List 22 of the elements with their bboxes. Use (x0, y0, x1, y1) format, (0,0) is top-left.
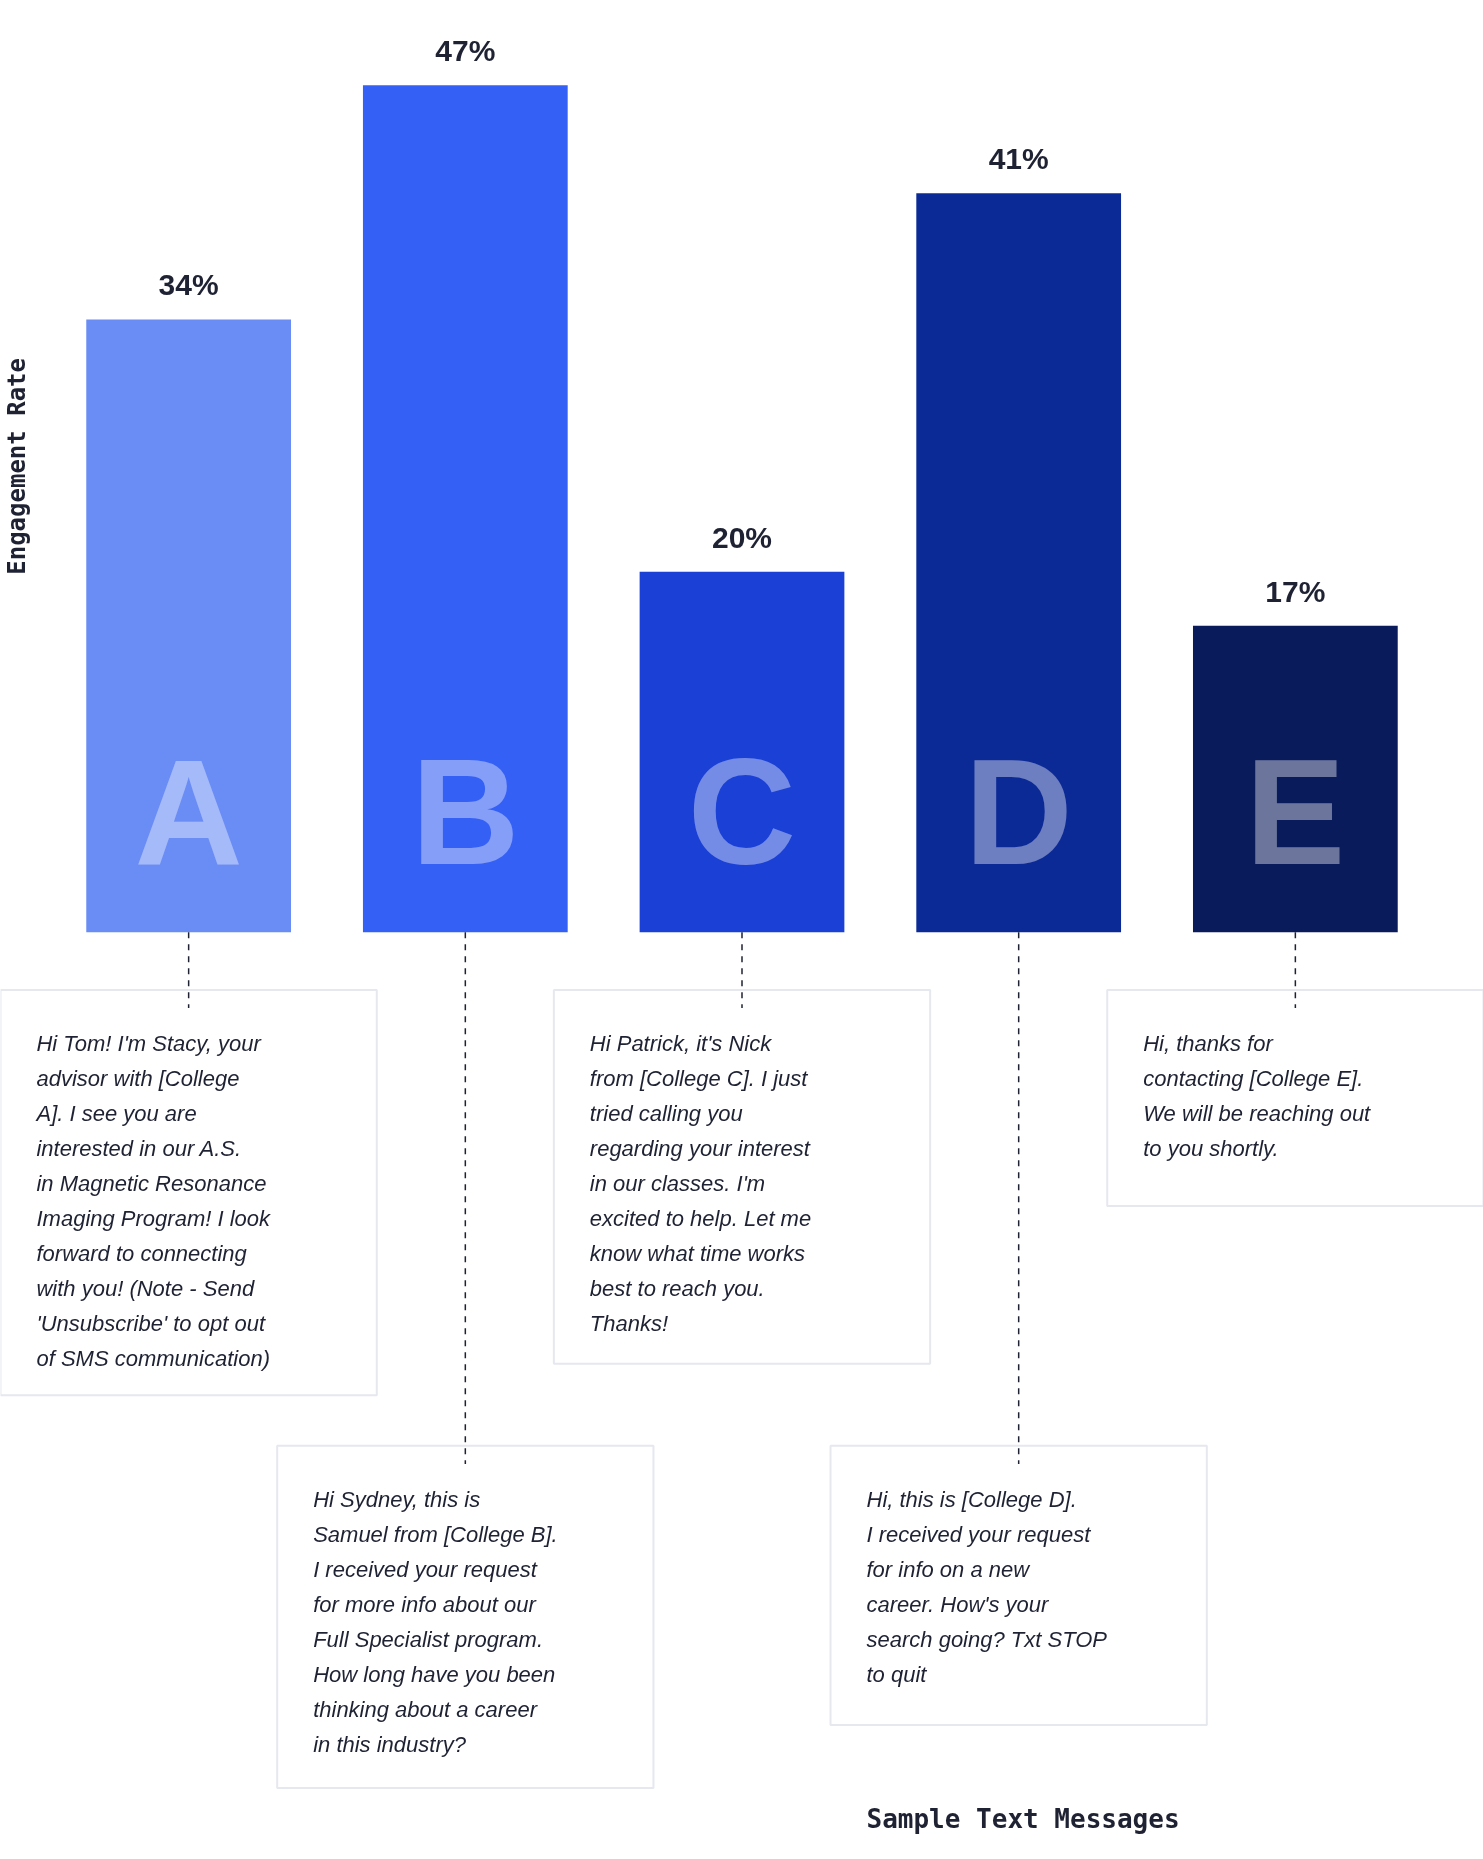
y-axis-title: Engagement Rate (3, 357, 32, 575)
x-tick-label: B (411, 728, 520, 897)
x-tick-label: C (687, 728, 797, 897)
text: Hi, thanks for contacting [College E]. We will be reaching out to you shortly. (1143, 1031, 1372, 1162)
text: Hi Patrick, it's Nick from [College C]. I just tried calling you regarding your interest in our classes. I'm excited to help. Let me know what time works best to reach you. Thanks! (589, 1031, 812, 1337)
bar (916, 193, 1122, 933)
bar (1192, 625, 1398, 933)
data-label: 17% (1265, 574, 1326, 608)
x-tick-label: A (134, 728, 243, 897)
x-tick-label: D (964, 728, 1073, 897)
bar (362, 85, 568, 933)
text: Sample Text Messages (866, 1803, 1180, 1834)
data-label: 41% (988, 142, 1049, 176)
data-label: 47% (435, 34, 496, 68)
x-tick-label: E (1245, 728, 1346, 897)
text: Hi Tom! I'm Stacy, your advisor with [College A]. I see you are interested in our A.S. in Magnetic Resonance Imaging Program! I look forward to connecting with you! (Note - Send 'Unsubscribe' to opt out of SMS communication) (36, 1031, 271, 1372)
text: Hi, this is [College D]. I received your request for info on a new career. How's your search going? Txt STOP to quit (866, 1487, 1108, 1688)
bar (639, 571, 845, 933)
data-label: 34% (158, 268, 219, 302)
text: Hi Sydney, this is Samuel from [College B]. I received your request for more info about our Full Specialist program. How long have you been thinking about a career in this industry? (313, 1487, 558, 1758)
data-label: 20% (711, 520, 773, 554)
bar (86, 319, 292, 933)
